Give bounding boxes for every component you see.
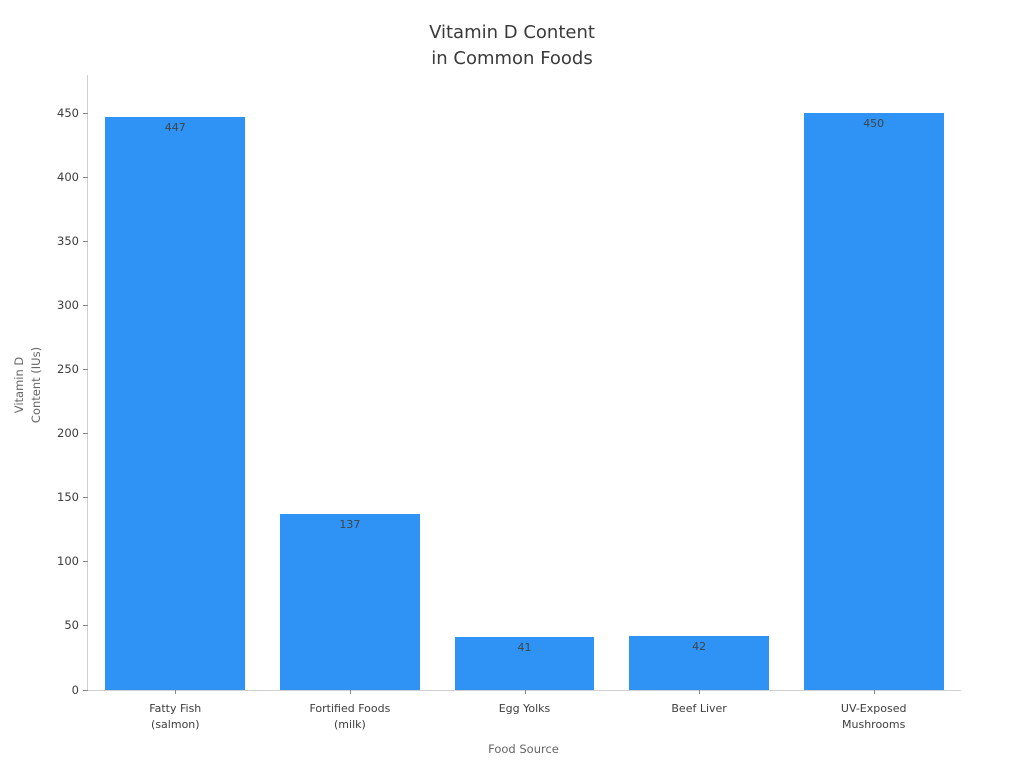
bar: 42 [629,636,769,690]
y-tick-mark [83,625,88,627]
y-tick-mark [83,304,88,306]
y-tick-label: 400 [57,169,79,184]
y-tick-label: 350 [57,233,79,248]
x-tick-mark [524,690,526,694]
bar-value-label: 42 [692,640,707,654]
chart-title: Vitamin D Content in Common Foods [429,22,595,69]
x-tick-mark [349,690,351,694]
x-tick-mark [873,690,875,694]
y-tick-label: 450 [57,105,79,120]
y-tick-mark [83,689,88,691]
y-tick-label: 250 [57,361,79,376]
x-tick-mark [175,690,177,694]
y-tick-label: 50 [64,618,79,633]
bar: 137 [280,514,420,690]
y-tick-mark [83,176,88,178]
x-tick-label: UV-Exposed Mushrooms [840,702,907,731]
x-tick-label: Fortified Foods (milk) [309,702,391,731]
y-tick-label: 100 [57,554,79,569]
y-tick-label: 300 [57,297,79,312]
bar: 447 [105,116,246,690]
plot-area: 0 50 100 150 200 250 300 350 400 450 447 Fatty Fish… [57,75,961,731]
bar: 450 [803,113,944,690]
x-axis-title: Food Source [488,742,559,756]
y-axis-title: Vitamin D Content (IUs) [12,346,43,424]
bar-value-label: 450 [863,117,885,130]
y-tick-mark [83,112,88,114]
x-tick-label: Beef Liver [671,702,727,715]
bar: 41 [454,637,595,690]
x-tick-label: Egg Yolks [498,702,551,715]
x-tick-label: Fatty Fish (salmon) [149,702,202,731]
y-tick-mark [83,368,88,370]
y-tick-mark [83,561,88,563]
y-tick-label: 150 [57,490,79,505]
bar-value-label: 137 [339,518,361,532]
bar-value-label: 41 [517,641,532,655]
y-tick-mark [83,240,88,242]
y-tick-label: 0 [71,682,79,697]
y-tick-mark [83,497,88,499]
bar-value-label: 447 [164,120,186,134]
y-tick-mark [83,433,88,435]
x-tick-mark [699,690,701,694]
y-tick-label: 200 [57,426,79,441]
